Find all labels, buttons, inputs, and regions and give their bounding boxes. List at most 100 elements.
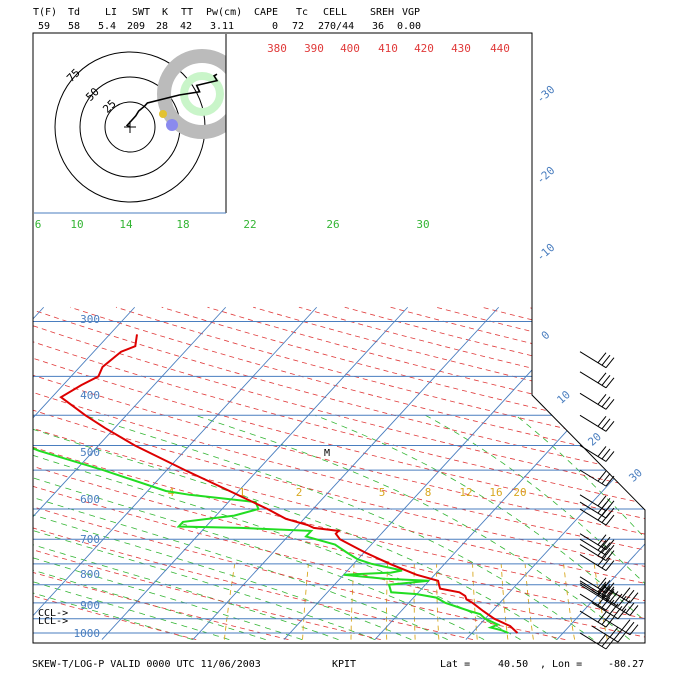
wind-barb-flag xyxy=(597,470,607,482)
moist-adiabat-line xyxy=(33,414,303,640)
moist-adiabat-line xyxy=(33,414,521,640)
header-label-7: CAPE xyxy=(254,7,278,18)
theta-label-7: 440 xyxy=(490,42,510,55)
dry-adiabat-line xyxy=(33,306,645,640)
wind-barb-flag xyxy=(601,542,611,554)
wind-barb-flag xyxy=(597,372,607,384)
mixing-label-6: 16 xyxy=(489,486,502,499)
dry-adiabats xyxy=(33,306,680,640)
hodograph-trace xyxy=(125,73,219,128)
dry-adiabat-line xyxy=(33,306,645,640)
isotherm-label-0: -30 xyxy=(534,83,557,106)
dry-adiabat-line xyxy=(33,306,289,640)
pressure-label-600: 600 xyxy=(80,493,100,506)
theta-label-2: 390 xyxy=(304,42,324,55)
isotherm-line xyxy=(33,306,136,640)
wind-barb-staff xyxy=(603,598,631,616)
wind-barb-staff xyxy=(579,494,607,512)
isotherm-line xyxy=(33,306,318,640)
dry-adiabat-line xyxy=(665,307,680,639)
wind-barb-flag xyxy=(597,583,607,595)
wind-barb-flag xyxy=(605,582,615,594)
dry-adiabat-line xyxy=(33,306,381,640)
isotherm-line xyxy=(192,306,500,640)
wind-barb-staff xyxy=(579,392,607,410)
dry-adiabat-line xyxy=(33,306,645,640)
wind-barb-flag xyxy=(605,398,615,410)
mixing-label-5: 12 xyxy=(459,486,472,499)
wind-barb-flag xyxy=(605,590,615,602)
isotherm-line xyxy=(33,306,227,640)
moist-label-5: 26 xyxy=(326,218,339,231)
mixing-ratio-line xyxy=(500,563,509,640)
wind-barb-flag xyxy=(597,539,607,551)
pressure-label-500: 500 xyxy=(80,446,100,459)
mixing-ratio-line xyxy=(386,563,389,640)
moist-adiabat-line xyxy=(33,414,558,640)
wind-barb-flag xyxy=(605,550,615,561)
wind-barb-flag xyxy=(601,497,611,509)
moist-label-2: 14 xyxy=(119,218,133,231)
wind-barb-flag xyxy=(601,579,611,591)
pressure-label-900: 900 xyxy=(80,599,100,612)
mixing-ratio-line xyxy=(472,563,478,640)
wind-barb-flag xyxy=(601,354,611,366)
dry-adiabat-line xyxy=(33,306,645,640)
header-label-6: Pw(cm) xyxy=(206,7,242,18)
isotherm-label-1: -20 xyxy=(534,164,557,187)
wind-barb-staff xyxy=(579,351,607,369)
moist-adiabat-line xyxy=(33,414,194,640)
isotherm-line xyxy=(33,306,45,640)
wind-barb-flag xyxy=(605,507,615,519)
wind-barb-staff xyxy=(579,632,607,650)
wind-barb-flag xyxy=(629,605,639,616)
pressure-label-300: 300 xyxy=(80,313,100,326)
mixed-layer-label: M xyxy=(324,448,330,459)
wind-barb-flag xyxy=(597,633,607,645)
dewpoint-trace xyxy=(33,444,509,634)
mixing-label-2: 2 xyxy=(296,486,303,499)
wind-barb-flag xyxy=(601,396,611,408)
header-label-1: Td xyxy=(68,7,80,18)
level-marker-1: LCL-> xyxy=(38,616,68,627)
header-value-4: 28 xyxy=(156,21,168,32)
wind-barb-flag xyxy=(605,560,615,571)
moist-adiabats xyxy=(33,414,645,640)
wind-barb-flag xyxy=(601,473,611,484)
wind-barb-flag xyxy=(597,555,607,566)
moist-adiabat-line xyxy=(425,414,645,640)
mixing-ratio-line xyxy=(223,563,236,640)
dry-adiabat-line xyxy=(33,306,566,640)
level-marker-0: CCL-> xyxy=(38,608,68,619)
header-value-0: 59 xyxy=(38,21,50,32)
wind-barb-staff xyxy=(579,414,607,432)
wind-barb-flag xyxy=(609,626,619,638)
wind-barb-flag xyxy=(605,588,615,600)
wind-barb-flag xyxy=(613,593,623,605)
wind-barb-staff xyxy=(579,554,607,571)
moist-label-0: 6 xyxy=(35,218,42,231)
wind-barb-staff xyxy=(591,602,619,620)
theta-label-3: 400 xyxy=(340,42,360,55)
wind-barb-flag xyxy=(629,592,639,603)
footer-lat-value: 40.50 xyxy=(498,659,528,670)
wind-barb-flag xyxy=(625,621,635,633)
wind-barb-flag xyxy=(605,616,615,628)
storm-motion-marker xyxy=(166,119,178,131)
wind-barb-flag xyxy=(601,614,611,625)
isotherms xyxy=(33,306,680,640)
isotherm-line xyxy=(101,306,409,640)
mixing-label-1: 1 xyxy=(239,486,246,499)
isotherm-label-2: -10 xyxy=(534,241,557,264)
hodograph-clip-mask xyxy=(226,34,266,214)
header-label-9: CELL xyxy=(323,7,347,18)
header-value-3: 209 xyxy=(127,21,145,32)
theta-label-1: 380 xyxy=(267,42,287,55)
wind-barb-staff xyxy=(579,501,607,519)
isotherm-line xyxy=(648,307,680,639)
dry-adiabat-line xyxy=(33,306,645,640)
moist-adiabat-line xyxy=(33,414,485,640)
theta-label-6: 430 xyxy=(451,42,471,55)
